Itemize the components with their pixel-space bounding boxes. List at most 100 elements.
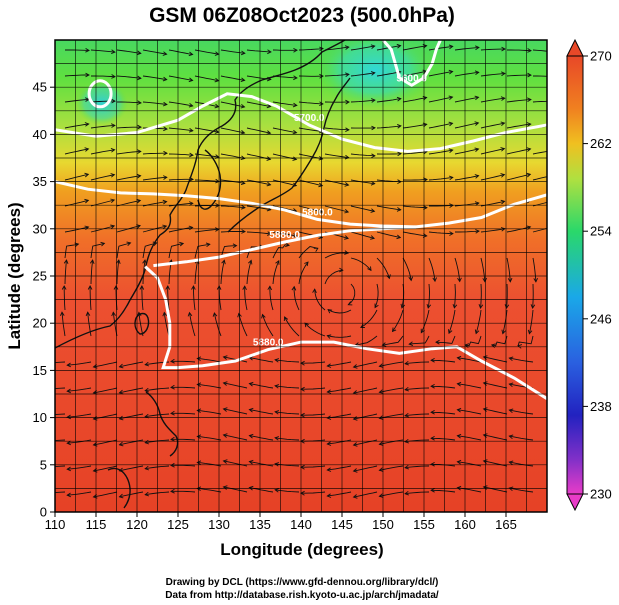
streamline [67,465,92,470]
streamline [246,179,271,186]
streamline-arrow [423,205,428,210]
streamline [145,491,170,496]
streamline [275,359,300,363]
streamline-arrow [188,128,194,133]
streamline [170,464,196,467]
streamline-arrow [247,259,253,265]
streamline-arrow [61,285,67,290]
streamline [272,179,297,187]
x-tick-label: 130 [208,517,230,532]
streamline [246,127,271,134]
colorbar-tick-label: 238 [590,399,612,414]
streamline-arrow [344,45,350,50]
plot-area: 5700.0 5800.0 5880.0 5880.0 5600.0 [55,40,557,512]
streamline-arrow [118,363,124,369]
streamline-arrow [163,150,168,156]
streamline-arrow [170,384,175,390]
streamline [533,75,547,77]
streamline [457,461,482,467]
streamline [428,231,453,235]
streamline [64,123,89,129]
streamline [483,356,508,363]
streamline [119,439,144,446]
x-tick-label: 145 [331,517,353,532]
streamline-arrow [370,208,376,213]
streamline-arrow [430,410,435,415]
streamline-arrow [189,201,194,206]
low-pressure-centers [87,79,113,109]
contour-line [381,40,442,88]
streamline-arrow [430,384,435,389]
streamline-arrow [404,438,409,444]
streamline [431,411,456,415]
streamline [402,257,412,281]
streamline [163,312,170,337]
streamline [409,335,430,345]
x-tick-label: 155 [413,517,435,532]
streamline-arrow [162,199,168,205]
streamline [298,205,323,213]
streamline [67,413,92,418]
streamline [65,49,90,51]
streamline [402,179,428,181]
streamline [405,413,430,417]
streamline [376,98,401,103]
streamline-arrow [232,243,238,248]
streamline-arrow [144,465,150,471]
streamline-arrow [170,410,175,416]
streamline-arrow [553,174,557,178]
streamline [360,309,378,328]
x-tick-label: 140 [290,517,312,532]
streamline [435,335,456,344]
streamline-arrow [274,436,280,441]
streamline [532,283,534,309]
streamline [324,46,349,51]
streamline-arrow [222,459,228,464]
streamline-arrow [508,408,514,414]
streamline [454,257,461,282]
streamline-arrow [448,175,454,181]
streamline [63,286,66,311]
streamline-arrow [371,98,376,103]
streamline-arrow [404,412,409,418]
streamline-arrow [449,231,454,236]
streamline-arrow [326,441,332,446]
streamline-arrow [110,173,116,178]
streamline-arrow [457,277,462,283]
streamline [64,243,79,259]
streamline-arrow [319,46,324,52]
streamline [506,257,511,282]
y-tick-label: 25 [33,269,47,284]
colorbar-top-arrow [566,38,584,57]
streamline [509,357,534,363]
streamline-arrow [274,410,280,415]
streamline-arrow [267,231,272,236]
streamline-arrow [222,407,228,412]
streamline-arrow [456,433,462,439]
streamline [457,435,482,441]
chart-title: GSM 06Z08Oct2023 (500.0hPa) [149,4,455,27]
streamline [194,127,219,133]
streamline-arrow [110,224,116,230]
streamline-arrow [396,207,402,212]
streamline-arrow [504,304,510,309]
streamline-arrow [326,363,332,368]
streamline-arrow [87,285,93,290]
streamline [275,385,300,389]
streamline-arrow [527,329,533,335]
streamline-arrow [248,407,254,413]
cold-core-northeast [315,40,435,108]
streamline [91,75,116,78]
x-tick-label: 165 [495,517,517,532]
streamline [197,487,222,493]
streamline-arrow [248,381,254,387]
streamline-arrow [163,175,168,180]
streamline [355,335,378,346]
streamline [90,49,115,53]
streamline [272,153,297,160]
streamline-arrow [241,229,246,234]
streamline [324,179,349,186]
streamline-arrow [111,98,116,104]
streamline-arrow [66,362,71,368]
